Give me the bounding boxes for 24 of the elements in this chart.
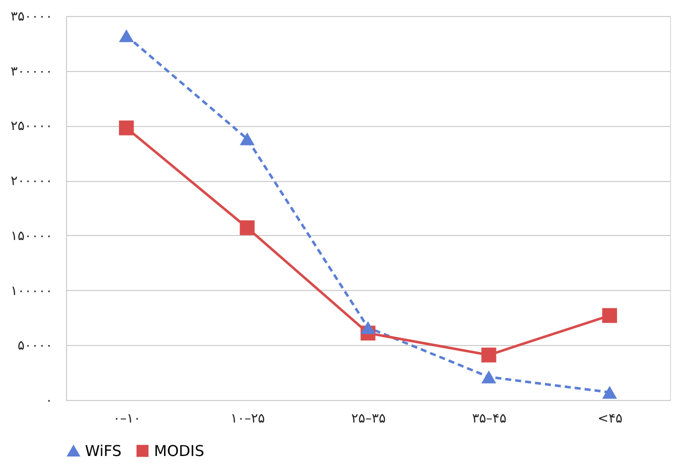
x-tick-label: ۳۵–۴۵ — [472, 412, 507, 426]
point — [481, 370, 496, 384]
y-tick-label: ۱۰۰۰۰۰ — [10, 284, 52, 299]
point — [240, 132, 255, 146]
y-tick-label: ۳۵۰۰۰۰ — [10, 10, 52, 24]
legend-label: WiFS — [85, 442, 122, 460]
point — [602, 386, 618, 399]
point — [240, 220, 255, 236]
x-tick-label: ۰–۱۰ — [113, 412, 141, 426]
point — [118, 29, 134, 42]
y-tick-label: ۱۵۰۰۰۰ — [10, 228, 52, 244]
y-tick-label: ۳۰۰۰۰۰ — [10, 64, 52, 80]
point — [481, 348, 496, 362]
point — [602, 308, 618, 323]
y-tick-label: ۰ — [46, 394, 52, 408]
point — [118, 120, 134, 136]
x-tick-label: ۲۵–۳۵ — [351, 412, 386, 426]
y-tick-label: ۵۰۰۰۰ — [18, 338, 52, 354]
x-tick-label: ۱۰–۲۵ — [230, 412, 265, 426]
x-tick-label: <۴۵ — [598, 412, 623, 426]
legend-label: MODIS — [154, 442, 204, 460]
y-tick-label: ۲۰۰۰۰۰ — [10, 174, 52, 190]
point — [360, 321, 376, 334]
y-tick-label: ۲۵۰۰۰۰ — [10, 119, 52, 134]
